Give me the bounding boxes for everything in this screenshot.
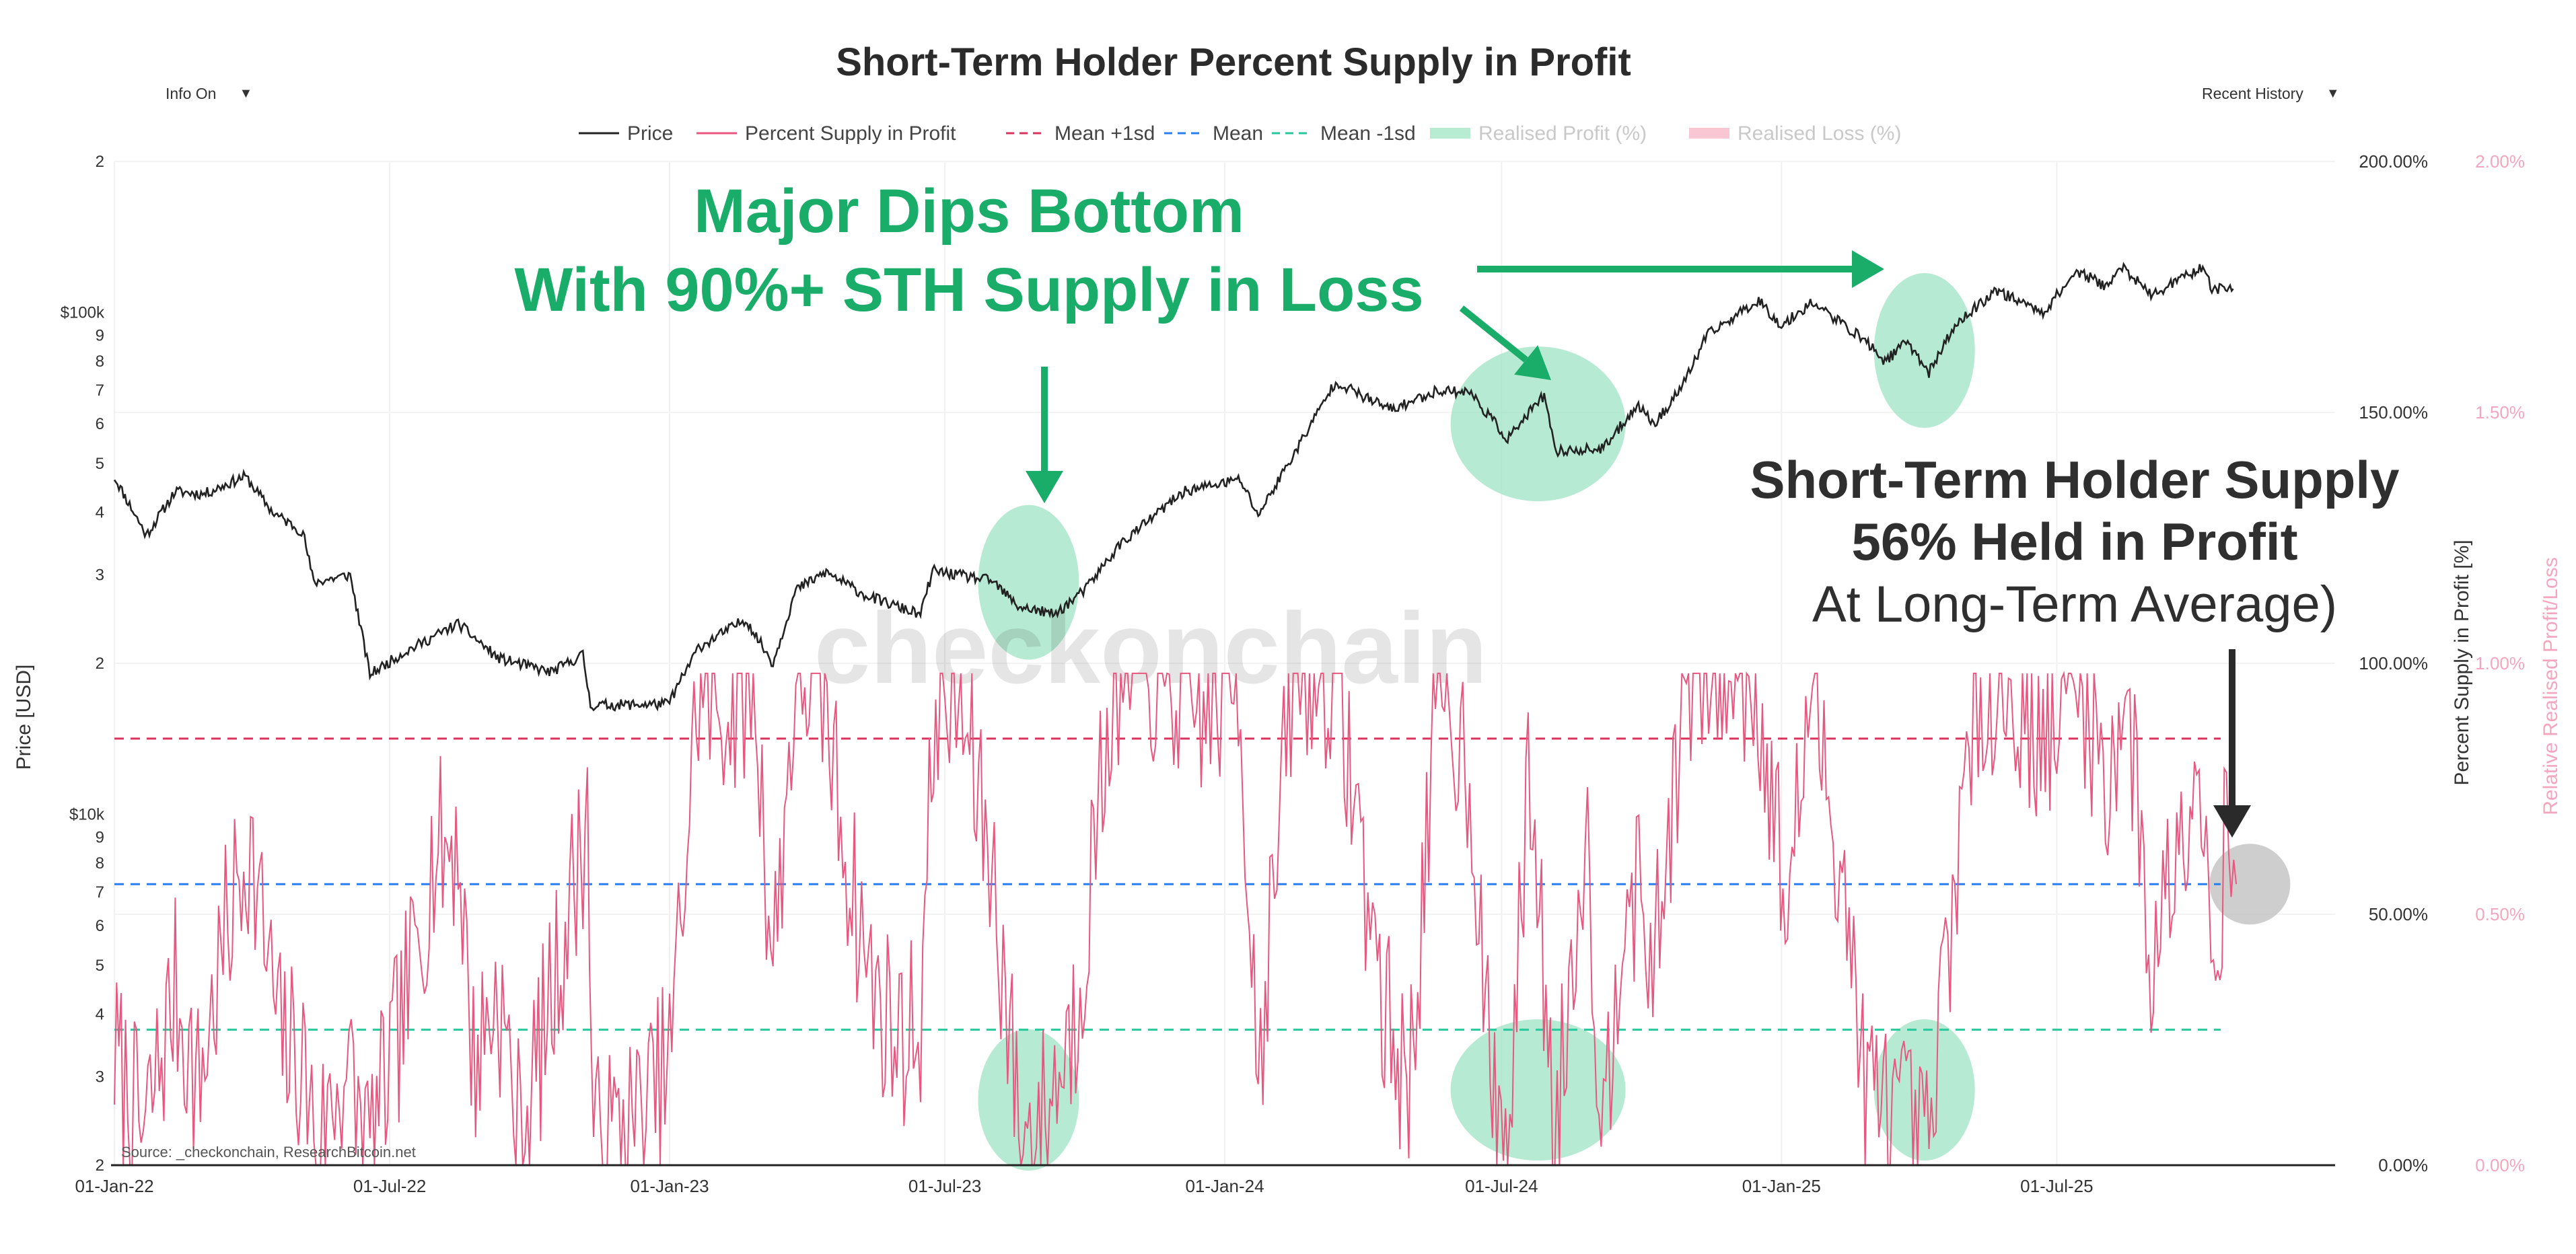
legend-swatch xyxy=(1430,128,1470,139)
x-tick-label: 01-Jul-25 xyxy=(2020,1176,2093,1196)
highlight-zone xyxy=(1450,346,1626,502)
x-tick-label: 01-Jan-22 xyxy=(75,1176,153,1196)
y-right2-tick-label: 1.50% xyxy=(2475,402,2525,422)
y-left-tick-label: $100k xyxy=(61,304,105,322)
legend-item: Percent Supply in Profit xyxy=(696,122,956,145)
y-left-tick-label: 6 xyxy=(96,917,104,935)
y-left-tick-label: 4 xyxy=(96,1005,104,1023)
y-right2-axis-label: Relative Realised Profit/Loss xyxy=(2540,557,2562,815)
y-left-tick-label: 2 xyxy=(96,153,104,171)
y-right2-tick-label: 1.00% xyxy=(2475,653,2525,673)
series xyxy=(113,262,2238,1166)
y-left-tick-label: 5 xyxy=(96,455,104,473)
watermark: checkonchain xyxy=(814,591,1487,704)
legend: Price Percent Supply in Profit Mean +1sd Me… xyxy=(579,122,1901,145)
arrow-down-icon xyxy=(2213,649,2251,838)
legend-label: Mean +1sd xyxy=(1054,122,1155,145)
y-right-tick-label: 100.00% xyxy=(2359,653,2428,673)
y-left-tick-label: 6 xyxy=(96,415,104,433)
series-supply-in-profit xyxy=(114,670,2238,1166)
y-right-tick-label: 50.00% xyxy=(2369,904,2428,924)
chevron-down-icon: ▼ xyxy=(239,85,253,101)
x-tick-label: 01-Jul-24 xyxy=(1465,1176,1538,1196)
axes: 01-Jan-22 01-Jul-22 01-Jan-23 01-Jul-23 01-J… xyxy=(13,151,2562,1196)
y-left-tick-label: 7 xyxy=(96,883,104,901)
arrow-down-icon xyxy=(1026,367,1063,503)
annotations: Major Dips Bottom With 90%+ STH Supply in… xyxy=(514,177,2399,838)
highlight-zone xyxy=(978,1029,1079,1171)
x-tick-label: 01-Jan-25 xyxy=(1742,1176,1821,1196)
highlight-zone xyxy=(1873,1019,1975,1161)
legend-label: Mean xyxy=(1213,122,1263,145)
y-left-tick-label: 9 xyxy=(96,327,104,345)
annotation-callout: At Long-Term Average) xyxy=(1812,576,2337,633)
legend-item: Realised Loss (%) xyxy=(1689,122,1901,145)
highlight-zone xyxy=(1450,1019,1626,1161)
info-toggle-label: Info On xyxy=(166,84,217,102)
legend-label: Realised Profit (%) xyxy=(1478,122,1647,145)
y-right-tick-label: 200.00% xyxy=(2359,151,2428,172)
x-tick-label: 01-Jul-23 xyxy=(908,1176,981,1196)
arrow-head xyxy=(1514,345,1551,380)
arrow-diagonal-icon xyxy=(1459,305,1551,380)
y-left-tick-label: 9 xyxy=(96,829,104,847)
legend-item: Mean +1sd xyxy=(1006,122,1155,145)
y-left-tick-label: 8 xyxy=(96,854,104,873)
chevron-down-icon: ▼ xyxy=(2326,85,2340,101)
y-right2-tick-label: 2.00% xyxy=(2475,151,2525,172)
y-right-tick-label: 0.00% xyxy=(2378,1155,2428,1175)
annotation-callout: 56% Held in Profit xyxy=(1851,512,2297,571)
y-left-tick-label: 3 xyxy=(96,1068,104,1086)
history-dropdown-label: Recent History xyxy=(2202,84,2303,102)
legend-label: Mean -1sd xyxy=(1320,122,1416,145)
legend-item: Realised Profit (%) xyxy=(1430,122,1647,145)
legend-item: Price xyxy=(579,122,673,145)
info-toggle[interactable]: Info On ▼ xyxy=(152,74,266,113)
reference-lines xyxy=(114,737,2221,1031)
legend-label: Percent Supply in Profit xyxy=(745,122,956,145)
y-right2-tick-label: 0.50% xyxy=(2475,904,2525,924)
source-label: Source: _checkonchain, ResearchBitcoin.n… xyxy=(121,1144,416,1160)
arrow-shaft xyxy=(1459,305,1528,363)
y-left-tick-label: 7 xyxy=(96,381,104,400)
legend-swatch xyxy=(1689,128,1729,139)
y-right2-tick-label: 0.00% xyxy=(2475,1155,2525,1175)
x-tick-label: 01-Jan-24 xyxy=(1185,1176,1264,1196)
series-price xyxy=(113,262,2234,712)
history-dropdown[interactable]: Recent History ▼ xyxy=(2188,74,2353,113)
y-left-axis-label: Price [USD] xyxy=(13,665,35,770)
y-left-tick-label: 3 xyxy=(96,566,104,585)
legend-item: Mean -1sd xyxy=(1272,122,1416,145)
y-left-tick-label: 5 xyxy=(96,957,104,975)
watermark-group: checkonchain xyxy=(814,591,1487,704)
annotation-callout: Short-Term Holder Supply xyxy=(1750,450,2400,509)
arrow-head xyxy=(1026,471,1063,503)
legend-label: Price xyxy=(627,122,673,145)
y-right-tick-label: 150.00% xyxy=(2359,402,2428,422)
highlight-zone xyxy=(2209,844,2291,925)
y-left-tick-label: $10k xyxy=(69,806,105,824)
y-left-tick-label: 4 xyxy=(96,503,104,521)
legend-item: Mean xyxy=(1164,122,1263,145)
y-left-tick-label: 2 xyxy=(96,1156,104,1175)
y-left-tick-label: 2 xyxy=(96,655,104,673)
annotation-headline: Major Dips Bottom xyxy=(694,177,1244,246)
y-left-tick-label: 8 xyxy=(96,353,104,371)
legend-label: Realised Loss (%) xyxy=(1738,122,1901,145)
highlight-zone xyxy=(1873,273,1975,429)
highlight-zone xyxy=(978,505,1079,660)
y-right-axis-label: Percent Supply in Profit [%] xyxy=(2451,540,2473,785)
arrow-head xyxy=(1852,250,1884,288)
annotation-headline: With 90%+ STH Supply in Loss xyxy=(514,256,1423,324)
chart-title: Short-Term Holder Percent Supply in Prof… xyxy=(836,40,1631,84)
x-tick-label: 01-Jul-22 xyxy=(353,1176,426,1196)
arrow-right-icon xyxy=(1477,250,1884,288)
arrow-head xyxy=(2213,805,2251,838)
x-tick-label: 01-Jan-23 xyxy=(630,1176,709,1196)
